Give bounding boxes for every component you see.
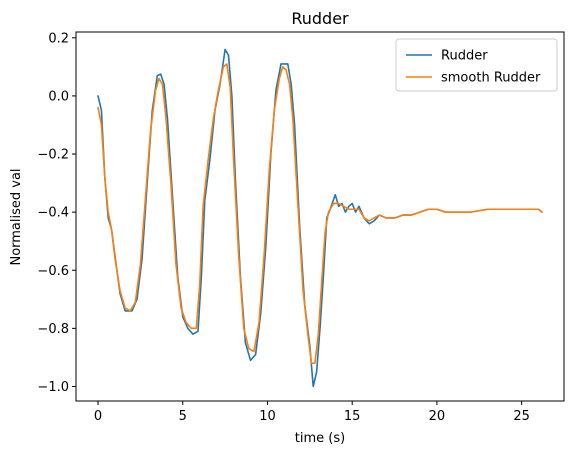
x-tick-label: 15: [344, 409, 361, 424]
axes-frame: [75, 31, 565, 402]
axes: 0 5 10 15 20 25 −1.0 −0.8 −0.6 −0.4 −0.2 0.0 0.2: [37, 31, 565, 424]
y-tick-label: −0.4: [37, 206, 69, 221]
x-tick-label: 10: [259, 409, 276, 424]
y-tick-label: −0.8: [37, 322, 69, 337]
y-tick-label: −0.2: [37, 148, 69, 163]
plot-area: [97, 48, 543, 388]
y-tick-label: 0.2: [48, 31, 69, 46]
y-axis-label: Normalised val: [9, 168, 24, 265]
x-tick-label: 0: [94, 409, 102, 424]
x-tick-label: 5: [179, 409, 187, 424]
x-tick-label: 20: [429, 409, 446, 424]
y-tick-label: −1.0: [37, 380, 69, 395]
legend-box: [395, 38, 558, 92]
y-tick-label: −0.6: [37, 264, 69, 279]
y-tick-label: 0.0: [48, 89, 69, 104]
legend: Rudder smooth Rudder: [395, 38, 558, 92]
legend-label-1: Rudder: [441, 49, 488, 64]
legend-label-2: smooth Rudder: [441, 71, 541, 86]
x-axis-label: time (s): [295, 431, 345, 446]
chart-title: Rudder: [291, 9, 349, 28]
x-tick-label: 25: [513, 409, 530, 424]
series-line-2: [97, 63, 543, 365]
